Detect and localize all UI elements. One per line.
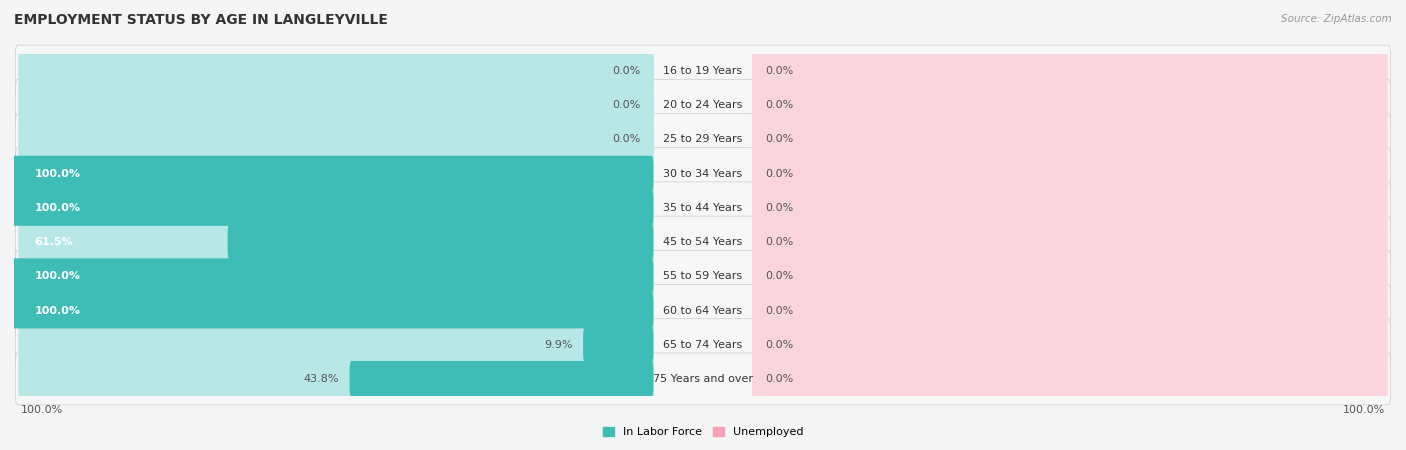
Text: EMPLOYMENT STATUS BY AGE IN LANGLEYVILLE: EMPLOYMENT STATUS BY AGE IN LANGLEYVILLE xyxy=(14,14,388,27)
FancyBboxPatch shape xyxy=(18,151,654,197)
FancyBboxPatch shape xyxy=(0,156,654,192)
Text: 0.0%: 0.0% xyxy=(765,271,793,281)
Text: 0.0%: 0.0% xyxy=(765,66,793,76)
Text: 0.0%: 0.0% xyxy=(765,306,793,315)
Text: 0.0%: 0.0% xyxy=(613,66,641,76)
FancyBboxPatch shape xyxy=(752,288,1388,333)
Text: 100.0%: 100.0% xyxy=(35,306,80,315)
Text: 35 to 44 Years: 35 to 44 Years xyxy=(664,203,742,213)
FancyBboxPatch shape xyxy=(0,258,654,294)
Text: 100.0%: 100.0% xyxy=(35,169,80,179)
Text: 43.8%: 43.8% xyxy=(304,374,339,384)
Text: 30 to 34 Years: 30 to 34 Years xyxy=(664,169,742,179)
FancyBboxPatch shape xyxy=(15,216,1391,268)
Text: 100.0%: 100.0% xyxy=(1343,405,1385,414)
FancyBboxPatch shape xyxy=(18,117,654,162)
FancyBboxPatch shape xyxy=(15,182,1391,234)
FancyBboxPatch shape xyxy=(752,48,1388,94)
FancyBboxPatch shape xyxy=(752,117,1388,162)
FancyBboxPatch shape xyxy=(752,185,1388,231)
FancyBboxPatch shape xyxy=(752,356,1388,402)
FancyBboxPatch shape xyxy=(583,327,654,363)
Text: 75 Years and over: 75 Years and over xyxy=(652,374,754,384)
FancyBboxPatch shape xyxy=(15,284,1391,337)
FancyBboxPatch shape xyxy=(15,113,1391,166)
FancyBboxPatch shape xyxy=(752,82,1388,128)
Text: 0.0%: 0.0% xyxy=(765,169,793,179)
Text: 16 to 19 Years: 16 to 19 Years xyxy=(664,66,742,76)
FancyBboxPatch shape xyxy=(752,219,1388,265)
Text: 20 to 24 Years: 20 to 24 Years xyxy=(664,100,742,110)
Text: 0.0%: 0.0% xyxy=(613,100,641,110)
FancyBboxPatch shape xyxy=(752,322,1388,368)
FancyBboxPatch shape xyxy=(350,361,654,397)
Text: 0.0%: 0.0% xyxy=(765,203,793,213)
Text: 0.0%: 0.0% xyxy=(765,135,793,144)
FancyBboxPatch shape xyxy=(15,353,1391,405)
Text: 100.0%: 100.0% xyxy=(21,405,63,414)
Text: 65 to 74 Years: 65 to 74 Years xyxy=(664,340,742,350)
FancyBboxPatch shape xyxy=(15,45,1391,97)
Text: 0.0%: 0.0% xyxy=(765,100,793,110)
FancyBboxPatch shape xyxy=(228,224,654,260)
FancyBboxPatch shape xyxy=(752,151,1388,197)
FancyBboxPatch shape xyxy=(15,148,1391,200)
FancyBboxPatch shape xyxy=(18,219,654,265)
Text: 25 to 29 Years: 25 to 29 Years xyxy=(664,135,742,144)
Text: 0.0%: 0.0% xyxy=(765,340,793,350)
Text: 45 to 54 Years: 45 to 54 Years xyxy=(664,237,742,247)
FancyBboxPatch shape xyxy=(15,250,1391,302)
Text: 100.0%: 100.0% xyxy=(35,271,80,281)
FancyBboxPatch shape xyxy=(0,190,654,226)
Text: 100.0%: 100.0% xyxy=(35,203,80,213)
FancyBboxPatch shape xyxy=(752,253,1388,299)
Text: 60 to 64 Years: 60 to 64 Years xyxy=(664,306,742,315)
FancyBboxPatch shape xyxy=(18,82,654,128)
Text: 61.5%: 61.5% xyxy=(35,237,73,247)
Text: 0.0%: 0.0% xyxy=(765,374,793,384)
FancyBboxPatch shape xyxy=(15,319,1391,371)
Text: 55 to 59 Years: 55 to 59 Years xyxy=(664,271,742,281)
FancyBboxPatch shape xyxy=(18,356,654,402)
FancyBboxPatch shape xyxy=(18,288,654,333)
FancyBboxPatch shape xyxy=(18,185,654,231)
FancyBboxPatch shape xyxy=(18,322,654,368)
FancyBboxPatch shape xyxy=(15,79,1391,131)
Legend: In Labor Force, Unemployed: In Labor Force, Unemployed xyxy=(598,423,808,442)
Text: Source: ZipAtlas.com: Source: ZipAtlas.com xyxy=(1281,14,1392,23)
FancyBboxPatch shape xyxy=(18,253,654,299)
Text: 0.0%: 0.0% xyxy=(613,135,641,144)
FancyBboxPatch shape xyxy=(18,48,654,94)
Text: 0.0%: 0.0% xyxy=(765,237,793,247)
Text: 9.9%: 9.9% xyxy=(544,340,572,350)
FancyBboxPatch shape xyxy=(0,292,654,328)
